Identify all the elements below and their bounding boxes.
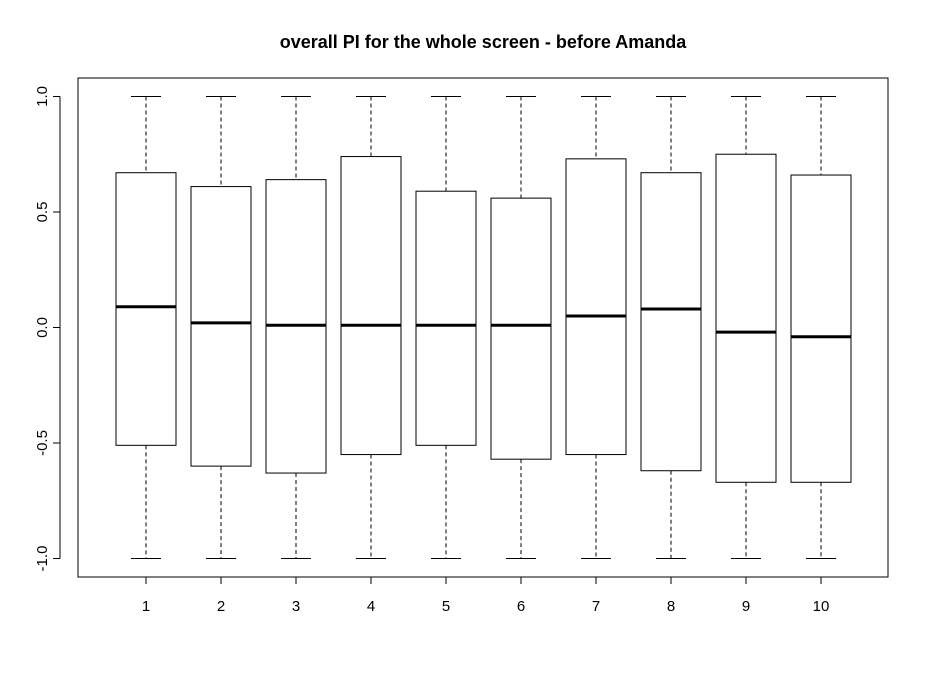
x-tick-label: 10 bbox=[813, 598, 830, 615]
box-iqr bbox=[565, 158, 627, 456]
box-iqr bbox=[790, 174, 852, 483]
box-group-9 bbox=[715, 95, 777, 560]
box-iqr bbox=[640, 172, 702, 472]
x-tick-label: 5 bbox=[442, 598, 450, 615]
x-tick-label: 8 bbox=[667, 598, 675, 615]
box-group-5 bbox=[415, 95, 477, 560]
x-tick-label: 3 bbox=[292, 598, 300, 615]
box-iqr bbox=[490, 197, 552, 460]
x-tick-label: 2 bbox=[217, 598, 225, 615]
box-group-10 bbox=[790, 95, 852, 560]
box-group-2 bbox=[190, 95, 252, 560]
x-tick-label: 7 bbox=[592, 598, 600, 615]
box-group-3 bbox=[265, 95, 327, 560]
y-tick-label: 1.0 bbox=[34, 86, 51, 107]
x-axis: 1 2 3 4 5 6 7 8 9 10 bbox=[142, 576, 830, 615]
y-axis: -1.0 -0.5 0.0 0.5 1.0 bbox=[34, 86, 61, 572]
box-iqr bbox=[190, 186, 252, 467]
y-tick-label: -1.0 bbox=[34, 546, 51, 572]
box-iqr bbox=[415, 190, 477, 446]
box-iqr bbox=[115, 172, 177, 446]
box-group-4 bbox=[340, 95, 402, 560]
box-group-1 bbox=[115, 95, 177, 560]
x-tick-label: 4 bbox=[367, 598, 375, 615]
x-tick-label: 6 bbox=[517, 598, 525, 615]
box-iqr bbox=[715, 153, 777, 483]
box-group-6 bbox=[490, 95, 552, 560]
box-group-8 bbox=[640, 95, 702, 560]
box-group-7 bbox=[565, 95, 627, 560]
y-tick-label: 0.0 bbox=[34, 317, 51, 338]
x-tick-label: 9 bbox=[742, 598, 750, 615]
x-tick-label: 1 bbox=[142, 598, 150, 615]
box-iqr bbox=[340, 156, 402, 456]
y-tick-label: 0.5 bbox=[34, 202, 51, 223]
chart-title: overall PI for the whole screen - before… bbox=[280, 32, 687, 52]
y-tick-label: -0.5 bbox=[34, 430, 51, 456]
box-series bbox=[115, 95, 852, 560]
